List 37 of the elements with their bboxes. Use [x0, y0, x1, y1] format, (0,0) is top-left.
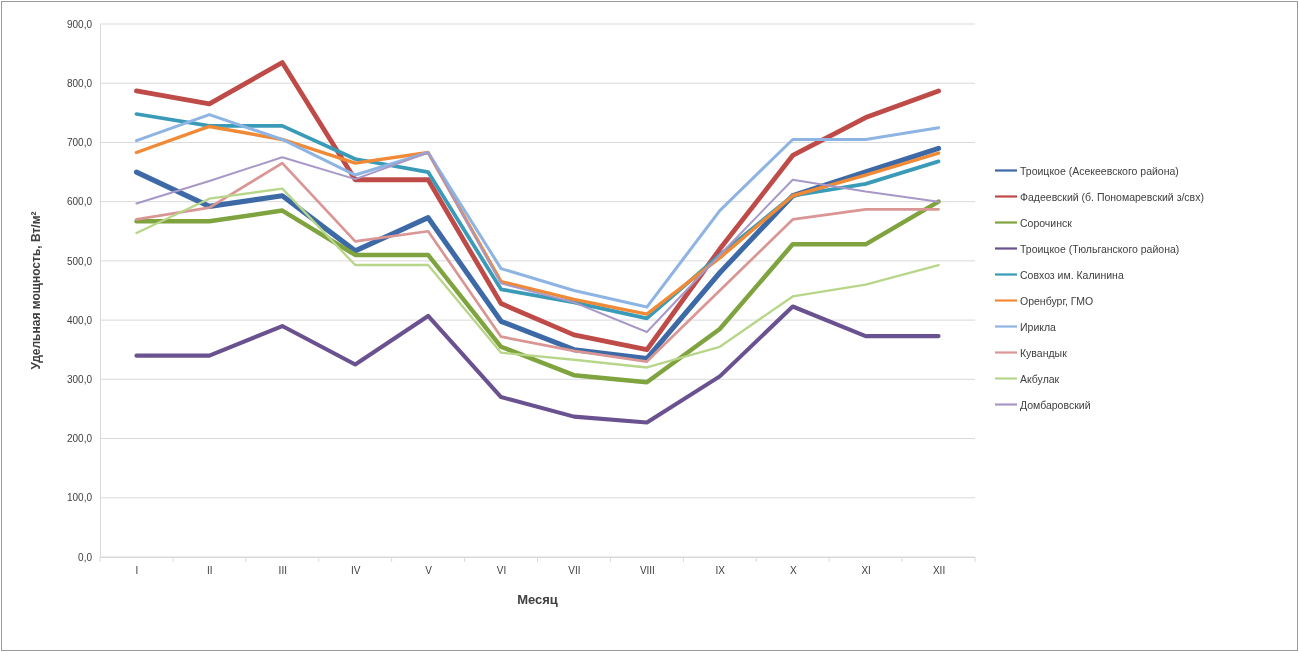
legend-label: Сорочинск [1020, 216, 1073, 229]
x-tick-label: IX [715, 565, 726, 577]
x-tick-label: III [278, 565, 287, 577]
x-tick-label: VII [568, 565, 581, 577]
line-series [134, 304, 941, 425]
y-tick-label: 100,0 [66, 492, 93, 504]
legend-label: Ирикла [1020, 320, 1057, 333]
y-tick-label: 400,0 [66, 314, 93, 326]
legend-label: Акбулак [1020, 372, 1060, 385]
legend-label: Кувандык [1020, 346, 1068, 359]
y-tick-label: 300,0 [66, 374, 93, 386]
x-axis-title: Месяц [517, 592, 558, 607]
legend-label: Домбаровский [1020, 398, 1091, 411]
y-tick-label: 200,0 [66, 433, 93, 445]
x-tick-label: II [207, 565, 213, 577]
line-series [134, 60, 941, 353]
x-tick-label: VI [496, 565, 507, 577]
x-tick-label: XII [932, 565, 946, 577]
x-tick-label: V [425, 565, 433, 577]
x-tick-label: XI [861, 565, 871, 577]
legend-label: Троицкое (Тюльганского района) [1020, 242, 1180, 255]
x-tick-label: VIII [639, 565, 655, 577]
legend-label: Фадеевский (б. Пономаревский з/свх) [1020, 190, 1204, 203]
y-axis-title: Удельная мощность, Вт/м² [29, 211, 43, 370]
legend-label: Оренбург, ГМО [1020, 294, 1094, 307]
y-tick-label: 900,0 [66, 18, 93, 30]
y-tick-label: 500,0 [66, 255, 93, 267]
x-tick-label: X [789, 565, 797, 577]
x-tick-label: IV [350, 565, 361, 577]
x-tick-label: I [135, 565, 139, 577]
y-tick-label: 600,0 [66, 196, 93, 208]
y-tick-label: 800,0 [66, 77, 93, 89]
y-tick-label: 0,0 [78, 551, 93, 563]
legend-label: Совхоз им. Калинина [1020, 268, 1124, 281]
legend-label: Троицкое (Асекеевского района) [1020, 164, 1179, 177]
y-tick-label: 700,0 [66, 137, 93, 149]
line-series [135, 151, 940, 333]
